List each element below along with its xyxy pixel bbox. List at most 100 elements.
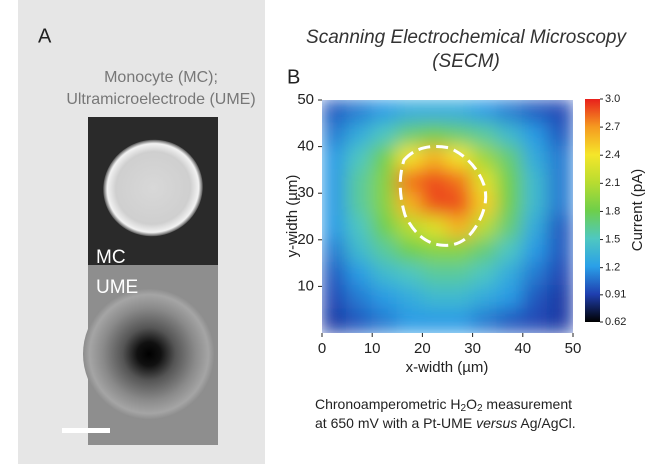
heat-cell: [346, 192, 374, 218]
heat-cell: [322, 262, 349, 288]
heat-cell: [496, 308, 524, 333]
heat-cell: [446, 100, 474, 125]
heat-cell: [521, 192, 549, 218]
heat-cell: [346, 168, 374, 195]
colorbar-tick-label: 2.7: [605, 121, 620, 133]
heat-cell: [471, 122, 499, 148]
heat-cell: [421, 122, 449, 148]
heat-cell: [346, 122, 374, 148]
cell-outline: [398, 145, 488, 247]
colorbar-tick-label: 3.0: [605, 93, 620, 105]
heat-cell: [371, 285, 399, 311]
heat-cell: [471, 168, 499, 195]
heat-cell: [346, 215, 374, 241]
heat-cell: [546, 285, 573, 311]
heat-cell: [322, 285, 349, 311]
chart-title: (SECM): [432, 51, 500, 72]
heat-cell: [371, 238, 399, 265]
heat-cell: [496, 168, 524, 195]
heat-cell: [546, 192, 573, 218]
heat-cell: [346, 285, 374, 311]
heat-cell: [521, 122, 549, 148]
heat-cell: [346, 262, 374, 288]
colorbar-label: Current (pA): [629, 169, 646, 252]
heat-cell: [546, 100, 573, 125]
heat-cell: [521, 285, 549, 311]
heat-cell: [471, 100, 499, 125]
image-label: UME: [96, 277, 138, 298]
heat-cell: [521, 145, 549, 171]
heat-cell: [421, 192, 449, 218]
colorbar-tick-label: 2.4: [605, 149, 620, 161]
heat-cell: [521, 100, 549, 125]
heat-cell: [421, 100, 449, 125]
heat-cell: [546, 238, 573, 265]
heat-cell: [421, 285, 449, 311]
y-tick-label: 30: [297, 184, 314, 201]
colorbar-tick-label: 1.8: [605, 205, 620, 217]
y-tick-label: 40: [297, 138, 314, 155]
heat-cell: [421, 262, 449, 288]
x-tick-label: 30: [464, 340, 481, 357]
heat-cell: [421, 238, 449, 265]
heat-cell: [371, 168, 399, 195]
heat-cell: [421, 215, 449, 241]
heat-cell: [496, 238, 524, 265]
heat-cell: [371, 145, 399, 171]
heat-cell: [396, 262, 424, 288]
panel-a-title: Monocyte (MC);: [104, 69, 218, 86]
heat-cell: [546, 122, 573, 148]
heat-cell: [471, 308, 499, 333]
panel-label: B: [287, 66, 300, 88]
caption: at 650 mV with a Pt-UME versus Ag/AgCl.: [315, 415, 576, 431]
heat-cell: [371, 122, 399, 148]
heat-cell: [446, 262, 474, 288]
heat-cell: [322, 168, 349, 195]
x-tick-label: 40: [514, 340, 531, 357]
panel-a-title: Ultramicroelectrode (UME): [66, 91, 255, 108]
heatmap-cells: [322, 100, 573, 333]
heat-cell: [496, 100, 524, 125]
colorbar: [585, 99, 600, 322]
heat-cell: [446, 122, 474, 148]
heat-cell: [471, 285, 499, 311]
heat-cell: [421, 308, 449, 333]
heat-cell: [396, 308, 424, 333]
heat-cell: [496, 215, 524, 241]
heat-cell: [396, 122, 424, 148]
heat-cell: [371, 308, 399, 333]
heat-cell: [496, 122, 524, 148]
heat-cell: [521, 168, 549, 195]
electrode: [83, 288, 215, 420]
heat-cell: [322, 215, 349, 241]
heat-cell: [471, 145, 499, 171]
heat-cell: [546, 145, 573, 171]
colorbar-tick-label: 1.2: [605, 262, 620, 274]
colorbar-tick-label: 0.62: [605, 316, 626, 328]
heat-cell: [546, 308, 573, 333]
caption: Chronoamperometric H2O2 measurement: [315, 396, 572, 414]
heat-cell: [521, 262, 549, 288]
heat-cell: [346, 238, 374, 265]
heat-cell: [371, 215, 399, 241]
heat-cell: [322, 100, 349, 125]
heat-cell: [396, 238, 424, 265]
panel-label: A: [38, 25, 52, 47]
heat-cell: [322, 122, 349, 148]
heat-cell: [396, 215, 424, 241]
heat-cell: [396, 100, 424, 125]
scale-bar: [62, 428, 110, 433]
heat-cell: [496, 145, 524, 171]
heat-cell: [346, 100, 374, 125]
heat-cell: [346, 308, 374, 333]
y-tick-label: 10: [297, 277, 314, 294]
heat-cell: [521, 308, 549, 333]
heat-cell: [446, 192, 474, 218]
heat-cell: [371, 192, 399, 218]
x-tick-label: 10: [364, 340, 381, 357]
heat-cell: [396, 285, 424, 311]
x-tick-label: 0: [318, 340, 326, 357]
heat-cell: [421, 168, 449, 195]
heat-cell: [371, 262, 399, 288]
heat-cell: [346, 145, 374, 171]
